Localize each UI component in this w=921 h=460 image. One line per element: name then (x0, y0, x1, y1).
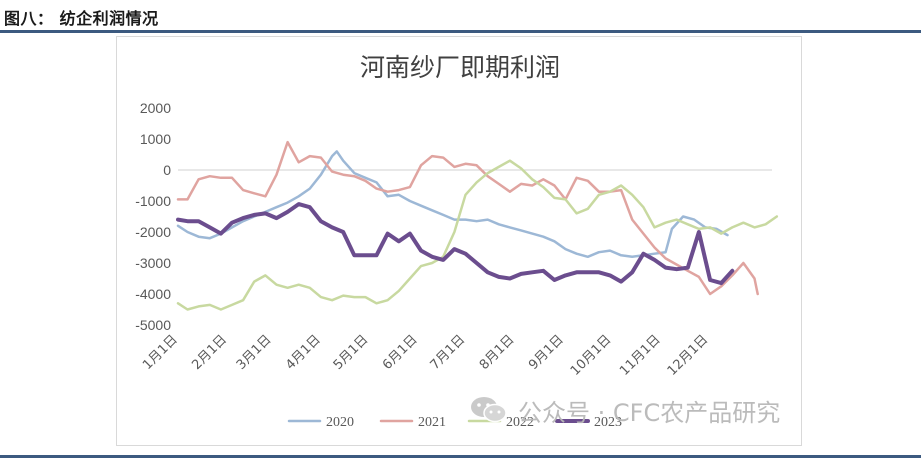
figure-caption: 图八： 纺企利润情况 (4, 9, 159, 28)
x-tick-label: 3月1日 (234, 332, 275, 373)
chart-title: 河南纱厂即期利润 (360, 53, 560, 82)
x-tick-label: 9月1日 (526, 332, 567, 373)
x-tick-label: 10月1日 (568, 332, 615, 379)
watermark-text: 公众号 · CFC农产品研究 (518, 398, 781, 427)
y-tick-label: -4000 (135, 286, 171, 302)
x-tick-label: 7月1日 (428, 332, 469, 373)
footer-divider (0, 455, 921, 458)
y-tick-label: -3000 (135, 255, 171, 271)
legend-label-2021: 2021 (418, 415, 446, 430)
legend: 2020 2021 2022 2023 (287, 415, 622, 430)
series-line-2023 (176, 202, 735, 286)
y-tick-label: 0 (163, 162, 171, 178)
series-lines (176, 140, 779, 311)
chart-frame (116, 36, 802, 446)
y-tick-label: -1000 (135, 193, 171, 209)
x-tick-label: 6月1日 (380, 332, 421, 373)
x-tick-label: 12月1日 (665, 332, 712, 379)
series-line-2020 (176, 150, 729, 259)
page-header: 图八： 纺企利润情况 (0, 0, 921, 33)
legend-label-2020: 2020 (326, 415, 354, 430)
legend-label-2022: 2022 (506, 415, 534, 430)
watermark: 公众号 · CFC农产品研究 (470, 392, 780, 428)
x-tick-label: 11月1日 (617, 332, 664, 379)
y-tick-label: 1000 (140, 131, 171, 147)
y-tick-label: 2000 (140, 100, 171, 116)
y-tick-label: -2000 (135, 224, 171, 240)
legend-label-2023: 2023 (594, 415, 622, 430)
x-tick-label: 8月1日 (477, 332, 518, 373)
x-tick-label: 5月1日 (331, 332, 372, 373)
y-tick-label: -5000 (135, 317, 171, 333)
series-line-2021 (176, 140, 759, 296)
x-tick-label: 4月1日 (283, 332, 324, 373)
wechat-icon (470, 395, 508, 425)
x-tick-label: 2月1日 (189, 332, 230, 373)
header-divider (0, 30, 921, 33)
x-tick-label: 1月1日 (140, 332, 181, 373)
series-line-2022 (176, 159, 779, 311)
